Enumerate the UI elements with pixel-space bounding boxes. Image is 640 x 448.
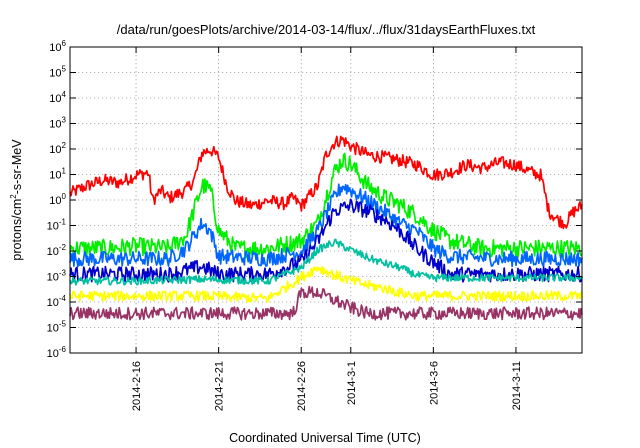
series-line-3 (69, 183, 583, 268)
y-tick-label: 105 (49, 65, 66, 80)
series-line-6 (69, 265, 583, 304)
y-tick-label: 10-4 (47, 294, 67, 309)
grid (70, 47, 582, 353)
x-tick-label: 2014-2-26 (296, 361, 308, 411)
x-tick-label: 2014-3-1 (346, 361, 358, 405)
y-tick-label: 10-6 (47, 345, 67, 360)
y-tick-label: 10-2 (47, 243, 67, 258)
series-line-2 (69, 152, 583, 259)
y-tick-label: 10-1 (47, 218, 67, 233)
x-tick-label: 2014-2-16 (131, 361, 143, 411)
y-tick-label: 10-3 (47, 269, 67, 284)
y-tick-label: 100 (49, 192, 66, 207)
y-tick-label: 103 (49, 116, 66, 131)
y-tick-label: 106 (49, 39, 66, 54)
series-line-5 (69, 238, 583, 286)
series-line-1 (69, 135, 583, 230)
y-tick-label: 102 (49, 141, 66, 156)
series-line-7 (69, 285, 583, 321)
x-ticks: 2014-2-16 2014-2-21 2014-2-26 2014-3-1 2014-… (131, 47, 523, 411)
x-tick-label: 2014-3-11 (511, 361, 523, 410)
y-axis-label-part: protons/cm (10, 199, 24, 261)
series-layer (69, 135, 583, 321)
y-axis-label-superscript: 2 (9, 194, 18, 199)
x-tick-label: 2014-2-21 (214, 361, 226, 411)
chart-title: /data/run/goesPlots/archive/2014-03-14/f… (117, 22, 536, 37)
y-tick-label: 104 (49, 90, 66, 105)
y-tick-label: 10-5 (47, 320, 67, 335)
x-axis-label: Coordinated Universal Time (UTC) (229, 431, 421, 445)
y-ticks: 10-6 10-5 10-4 10-3 10-2 10-1 100 101 102 103 104 1… (47, 39, 582, 360)
x-tick-label: 2014-3-6 (428, 361, 440, 405)
y-axis-label-part: -s-sr-MeV (10, 139, 24, 195)
y-tick-label: 101 (49, 167, 66, 182)
y-axis-label: protons/cm2-s-sr-MeV (9, 139, 24, 261)
